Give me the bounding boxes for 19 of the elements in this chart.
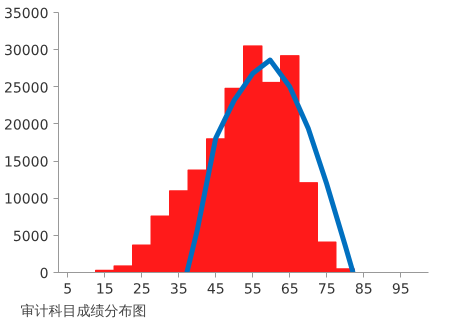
x-tick-label: 35: [170, 282, 188, 298]
y-tick-label: 20000: [4, 117, 49, 134]
x-tick-label: 65: [280, 282, 299, 298]
y-tick-label: 5000: [12, 228, 49, 245]
text: 审计科目成绩分布图: [20, 304, 146, 320]
y-tick-label: 35000: [4, 6, 49, 22]
x-tick-label: 95: [392, 282, 410, 298]
y-tick-label: 30000: [4, 43, 49, 60]
x-tick-label: 75: [318, 282, 336, 298]
y-tick-label: 0: [40, 266, 49, 282]
y-tick-label: 10000: [4, 192, 49, 208]
x-tick-label: 85: [354, 282, 373, 298]
x-tick-label: 25: [132, 282, 151, 298]
y-tick-label: 25000: [4, 80, 49, 96]
x-tick-label: 15: [96, 282, 114, 298]
y-tick-label: 15000: [4, 154, 49, 171]
x-tick-label: 5: [63, 282, 72, 298]
x-tick-label: 55: [244, 282, 262, 298]
x-tick-label: 45: [206, 282, 225, 298]
